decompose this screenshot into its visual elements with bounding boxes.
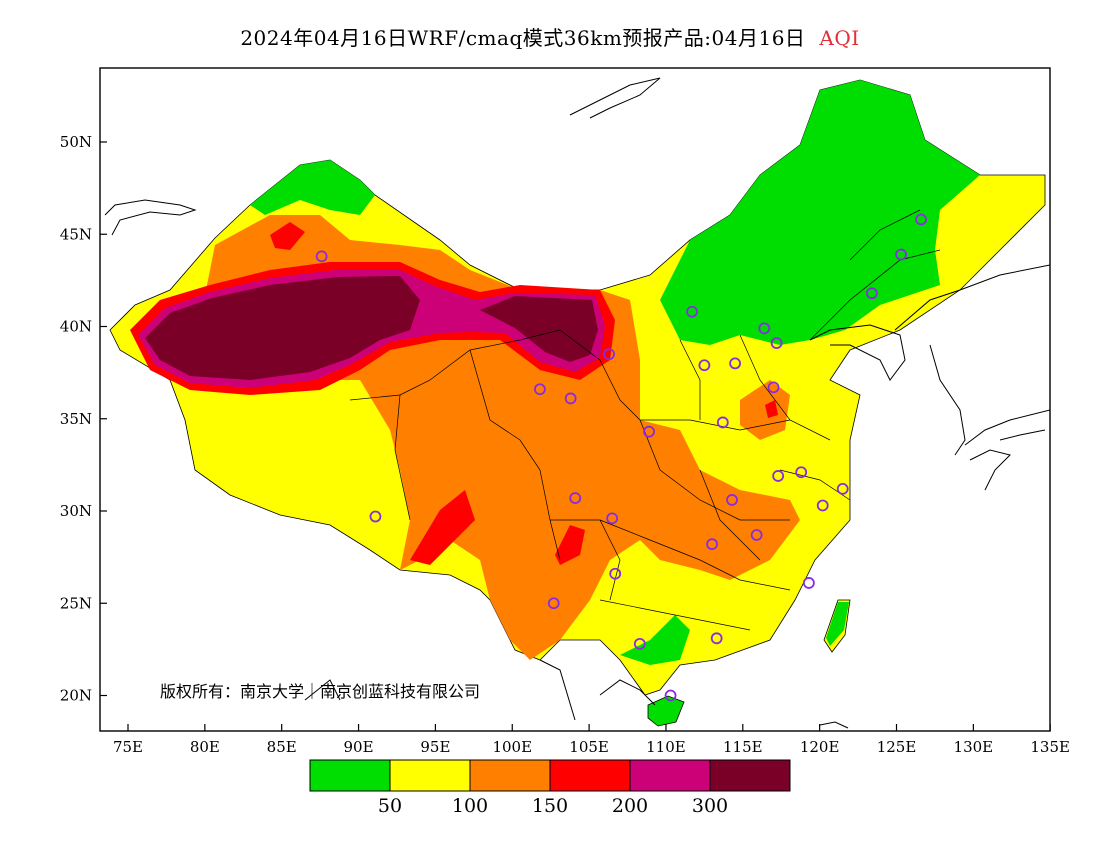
green-region-northeast bbox=[660, 80, 980, 345]
station-marker bbox=[750, 529, 763, 541]
station-marker bbox=[836, 482, 849, 495]
red-patch-sichuan bbox=[555, 525, 585, 565]
lat-tick-label: 45N bbox=[60, 225, 92, 243]
green-region-south bbox=[620, 615, 690, 665]
station-marker bbox=[633, 637, 646, 650]
station-marker bbox=[315, 250, 328, 263]
lon-tick-label: 130E bbox=[954, 738, 994, 756]
hainan-island bbox=[647, 695, 685, 727]
maroon-region-alxa bbox=[480, 296, 598, 362]
lon-tick-label: 120E bbox=[800, 738, 840, 756]
lat-tick-label: 50N bbox=[60, 133, 92, 151]
station-marker bbox=[547, 597, 560, 610]
station-marker bbox=[758, 322, 771, 335]
axes: 50N 45N 40N 35N 30N 25N 20N 75E 80E 85E 90E 95E 100E… bbox=[60, 133, 1070, 756]
green-region-northwest bbox=[250, 160, 375, 215]
map-frame bbox=[99, 67, 1051, 732]
legend-swatch bbox=[549, 759, 631, 792]
station-marker bbox=[706, 538, 718, 551]
legend-label: 200 bbox=[612, 795, 648, 817]
red-patch-tibet bbox=[410, 490, 475, 565]
station-marker bbox=[710, 632, 723, 645]
legend-label: 100 bbox=[452, 795, 488, 817]
copyright-text: 版权所有：南京大学｜南京创蓝科技有限公司 bbox=[160, 682, 480, 701]
station-marker bbox=[816, 499, 829, 512]
lat-tick-label: 25N bbox=[60, 594, 92, 612]
lat-tick-label: 35N bbox=[60, 410, 92, 428]
station-marker bbox=[664, 689, 677, 702]
station-marker bbox=[866, 287, 878, 300]
map-area: 版权所有：南京大学｜南京创蓝科技有限公司 bbox=[104, 77, 1050, 729]
station-marker bbox=[569, 492, 582, 504]
station-marker bbox=[895, 248, 908, 261]
title-text: 2024年04月16日WRF/cmaq模式36km预报产品:04月16日 bbox=[240, 26, 806, 50]
station-marker bbox=[564, 392, 577, 405]
station-marker bbox=[686, 305, 698, 318]
station-marker bbox=[643, 425, 655, 438]
lon-tick-label: 80E bbox=[190, 738, 220, 756]
map-title: 2024年04月16日WRF/cmaq模式36km预报产品:04月16日 AQI bbox=[0, 22, 1100, 51]
lat-tick-label: 20N bbox=[60, 687, 92, 705]
lon-tick-label: 110E bbox=[646, 738, 686, 756]
legend-swatch bbox=[709, 759, 791, 792]
station-marker bbox=[772, 470, 785, 482]
station-marker bbox=[915, 213, 927, 226]
station-marker bbox=[603, 348, 615, 361]
legend-swatch bbox=[389, 759, 471, 792]
station-marker bbox=[770, 337, 783, 350]
station-marker bbox=[795, 466, 808, 479]
lon-tick-label: 105E bbox=[569, 738, 609, 756]
lon-tick-label: 100E bbox=[492, 738, 532, 756]
legend-swatch bbox=[469, 759, 551, 792]
lon-tick-label: 115E bbox=[723, 738, 763, 756]
station-marker bbox=[716, 416, 729, 429]
lat-tick-label: 40N bbox=[60, 318, 92, 336]
lon-tick-label: 90E bbox=[344, 738, 374, 756]
pollutant-label: AQI bbox=[819, 26, 860, 50]
station-marker bbox=[729, 357, 742, 370]
lon-tick-label: 125E bbox=[877, 738, 917, 756]
station-marker bbox=[606, 512, 619, 525]
color-legend: 50 100 150 200 300 bbox=[309, 759, 791, 817]
legend-swatch bbox=[629, 759, 711, 792]
red-patch-henan bbox=[740, 380, 790, 440]
lon-tick-label: 85E bbox=[267, 738, 297, 756]
maroon-region-taklimakan bbox=[145, 276, 420, 380]
legend-swatch bbox=[309, 759, 391, 792]
station-marker bbox=[767, 381, 780, 394]
station-markers bbox=[315, 213, 927, 702]
legend-label: 300 bbox=[692, 795, 728, 817]
lon-tick-label: 75E bbox=[113, 738, 143, 756]
legend-label: 150 bbox=[532, 795, 568, 817]
lon-tick-label: 135E bbox=[1030, 738, 1070, 756]
lon-tick-label: 95E bbox=[420, 738, 450, 756]
neighbor-coastlines bbox=[104, 77, 1050, 729]
lat-tick-label: 30N bbox=[60, 502, 92, 520]
station-marker bbox=[726, 494, 738, 506]
station-marker bbox=[802, 577, 815, 589]
station-marker bbox=[369, 510, 382, 523]
station-marker bbox=[698, 359, 711, 372]
legend-label: 50 bbox=[378, 795, 402, 817]
station-marker bbox=[609, 567, 622, 580]
station-marker bbox=[534, 383, 546, 396]
red-patch-north bbox=[270, 222, 305, 250]
